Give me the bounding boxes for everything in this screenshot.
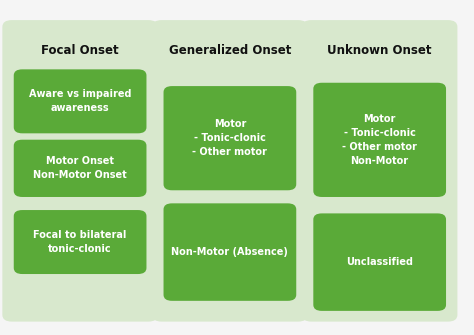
- FancyBboxPatch shape: [313, 83, 446, 197]
- Text: Motor
- Tonic-clonic
- Other motor: Motor - Tonic-clonic - Other motor: [192, 119, 267, 157]
- Text: Unknown Onset: Unknown Onset: [328, 44, 432, 57]
- FancyBboxPatch shape: [14, 140, 146, 197]
- FancyBboxPatch shape: [14, 210, 146, 274]
- Text: Aware vs impaired
awareness: Aware vs impaired awareness: [29, 89, 131, 113]
- Text: Focal Onset: Focal Onset: [41, 44, 119, 57]
- Text: Motor
- Tonic-clonic
- Other motor
Non-Motor: Motor - Tonic-clonic - Other motor Non-M…: [342, 114, 417, 166]
- Text: Generalized Onset: Generalized Onset: [169, 44, 291, 57]
- Text: Motor Onset
Non-Motor Onset: Motor Onset Non-Motor Onset: [33, 156, 127, 180]
- FancyBboxPatch shape: [14, 69, 146, 133]
- Text: Non-Motor (Absence): Non-Motor (Absence): [172, 247, 288, 257]
- FancyBboxPatch shape: [2, 20, 158, 322]
- FancyBboxPatch shape: [302, 20, 457, 322]
- FancyBboxPatch shape: [152, 20, 308, 322]
- Text: Focal to bilateral
tonic-clonic: Focal to bilateral tonic-clonic: [34, 230, 127, 254]
- FancyBboxPatch shape: [164, 86, 296, 190]
- Text: Unclassified: Unclassified: [346, 257, 413, 267]
- FancyBboxPatch shape: [164, 203, 296, 301]
- FancyBboxPatch shape: [313, 213, 446, 311]
